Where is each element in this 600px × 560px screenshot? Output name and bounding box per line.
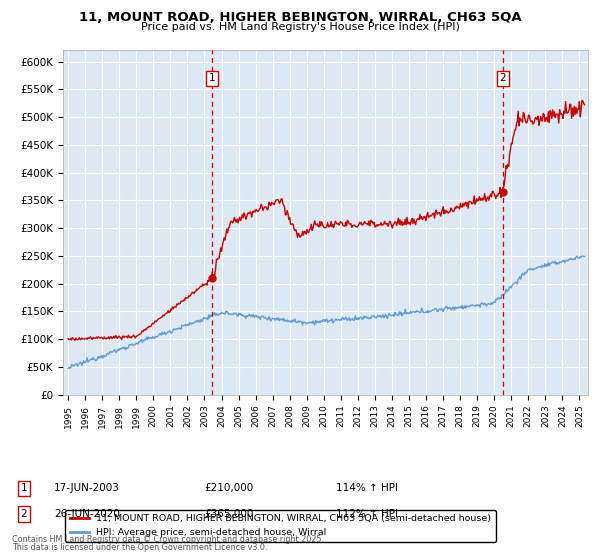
Text: £365,000: £365,000	[204, 509, 253, 519]
Text: 26-JUN-2020: 26-JUN-2020	[54, 509, 120, 519]
Text: Price paid vs. HM Land Registry's House Price Index (HPI): Price paid vs. HM Land Registry's House …	[140, 22, 460, 32]
Text: 2: 2	[499, 73, 506, 83]
Text: 17-JUN-2003: 17-JUN-2003	[54, 483, 120, 493]
Text: £210,000: £210,000	[204, 483, 253, 493]
Text: 112% ↑ HPI: 112% ↑ HPI	[336, 509, 398, 519]
Text: Contains HM Land Registry data © Crown copyright and database right 2025.: Contains HM Land Registry data © Crown c…	[12, 534, 324, 544]
Text: 2: 2	[20, 509, 28, 519]
Text: This data is licensed under the Open Government Licence v3.0.: This data is licensed under the Open Gov…	[12, 543, 268, 552]
Text: 114% ↑ HPI: 114% ↑ HPI	[336, 483, 398, 493]
Legend: 11, MOUNT ROAD, HIGHER BEBINGTON, WIRRAL, CH63 5QA (semi-detached house), HPI: A: 11, MOUNT ROAD, HIGHER BEBINGTON, WIRRAL…	[65, 510, 496, 542]
Text: 1: 1	[20, 483, 28, 493]
Text: 1: 1	[209, 73, 215, 83]
Text: 11, MOUNT ROAD, HIGHER BEBINGTON, WIRRAL, CH63 5QA: 11, MOUNT ROAD, HIGHER BEBINGTON, WIRRAL…	[79, 11, 521, 24]
